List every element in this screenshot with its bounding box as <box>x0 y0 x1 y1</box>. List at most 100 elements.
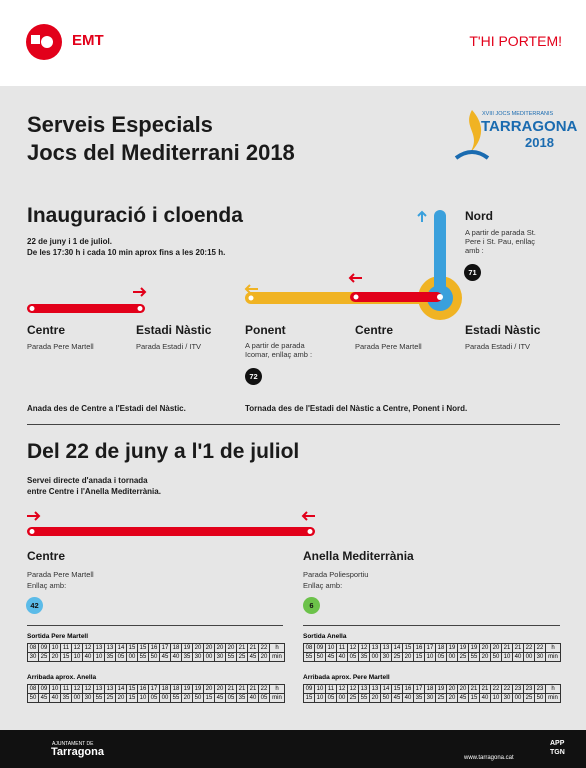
timetable-cell: 25 <box>435 694 446 702</box>
timetable-cell: 00 <box>203 653 214 661</box>
games-edition: XVIII JOCS MEDITERRANIS <box>482 111 554 117</box>
timetable-cell: 16 <box>402 685 413 693</box>
timetable-cell: 15 <box>203 694 214 702</box>
timetable-cell: 13 <box>380 644 391 652</box>
timetable-unit: h <box>545 644 561 652</box>
timetable-cell: 15 <box>402 644 413 652</box>
footer <box>0 730 586 768</box>
stop-detail: A partir de parada St. Pere i St. Pau, e… <box>465 228 536 255</box>
caption: Anada des de Centre a l'Estadi del Nàsti… <box>27 404 186 413</box>
timetable-cell: 22 <box>501 685 512 693</box>
timetable-cell: 12 <box>347 644 358 652</box>
timetable-cell: 55 <box>358 694 369 702</box>
timetable-cell: 13 <box>104 685 115 693</box>
timetable-cell: 40 <box>82 653 93 661</box>
timetable-unit: min <box>269 694 285 702</box>
timetable-cell: 13 <box>93 685 104 693</box>
timetable-cell: 20 <box>457 685 468 693</box>
timetable-cell: 23 <box>523 685 534 693</box>
stop-name: Nord <box>465 209 493 223</box>
stop-detail: Parada Pere Martell <box>355 342 422 351</box>
timetable-cell: 08 <box>303 644 314 652</box>
header <box>0 0 586 86</box>
description: entre Centre i l'Anella Mediterrània. <box>27 487 161 496</box>
timetable-cell: 40 <box>247 694 258 702</box>
timetable-cell: 13 <box>358 685 369 693</box>
timetable-cell: 22 <box>258 685 269 693</box>
caption: Tornada des de l'Estadi del Nàstic a Cen… <box>245 404 468 413</box>
timetable-cell: 12 <box>336 685 347 693</box>
timetable-cell: 55 <box>468 653 479 661</box>
timetable-cell: 19 <box>181 644 192 652</box>
timetable-cell: 14 <box>391 644 402 652</box>
timetable-cell: 55 <box>303 653 314 661</box>
timetable-cell: 15 <box>126 644 137 652</box>
stop-detail: A partir de parada Icomar, enllaç amb : <box>245 341 313 359</box>
timetable-cell: 12 <box>71 685 82 693</box>
timetable-cell: 30 <box>82 694 93 702</box>
timetable-cell: 13 <box>369 685 380 693</box>
stop-detail: Parada Pere Martell <box>27 570 94 579</box>
timetable-cell: 50 <box>380 694 391 702</box>
timetable-cell: 14 <box>115 644 126 652</box>
timetable-cell: 20 <box>203 685 214 693</box>
council-small: AJUNTAMENT DE <box>52 741 94 747</box>
app: TGN <box>550 749 565 756</box>
timetable-cell: 17 <box>424 644 435 652</box>
timetable-cell: 15 <box>126 694 137 702</box>
timetable: Sortida Anella 08 09 10 11 12 12 13 13 14 15 16 17 18… <box>303 633 561 662</box>
timetable-row: 30 25 20 15 10 40 10 35 05 00 55 50 45 40 35 30 00 30 55 25… <box>27 652 285 662</box>
timetable-cell: 12 <box>347 685 358 693</box>
timetable-cell: 17 <box>159 644 170 652</box>
line-badge: 6 <box>303 597 320 614</box>
timetable-cell: 30 <box>214 653 225 661</box>
timetable-cell: 21 <box>236 644 247 652</box>
separator <box>303 625 560 626</box>
timetable-cell: 12 <box>82 644 93 652</box>
timetable-cell: 15 <box>413 653 424 661</box>
timetable-cell: 20 <box>402 653 413 661</box>
timetable-cell: 20 <box>225 644 236 652</box>
timetable-cell: 05 <box>258 694 269 702</box>
timetable-cell: 20 <box>214 685 225 693</box>
timetable-cell: 45 <box>247 653 258 661</box>
link-label: Enllaç amb: <box>27 581 67 590</box>
timetable-cell: 50 <box>534 694 545 702</box>
timetable-cell: 19 <box>457 644 468 652</box>
timetable-row: 50 45 40 35 00 30 55 25 20 15 10 05 00 55 20 50 15 45 05 35… <box>27 693 285 703</box>
timetable-cell: 23 <box>534 685 545 693</box>
timetable-cell: 00 <box>71 694 82 702</box>
timetable-cell: 55 <box>93 694 104 702</box>
timetable-row: 09 10 11 12 12 13 13 14 15 16 17 18 19 20 20 21 21 22 22 23… <box>303 684 561 693</box>
timetable-cell: 12 <box>71 644 82 652</box>
timetable-cell: 18 <box>435 644 446 652</box>
timetable-cell: 22 <box>490 685 501 693</box>
timetable-cell: 10 <box>490 694 501 702</box>
timetable-cell: 20 <box>181 694 192 702</box>
games-year: 2018 <box>525 135 554 150</box>
stop-detail: Parada Estadi / ITV <box>136 342 202 351</box>
timetable-cell: 08 <box>27 685 38 693</box>
timetable: Arribada aprox. Anella 08 09 10 11 12 12 13 13 14… <box>27 674 285 703</box>
timetable-cell: 10 <box>93 653 104 661</box>
timetable: Arribada aprox. Pere Martell 09 10 11 12 12 13… <box>303 674 561 703</box>
timetable-cell: 21 <box>512 644 523 652</box>
timetable-title: Arribada aprox. Pere Martell <box>303 674 390 681</box>
timetable-cell: 40 <box>479 694 490 702</box>
timetable-cell: 18 <box>170 644 181 652</box>
timetable-cell: 20 <box>490 644 501 652</box>
timetable-cell: 15 <box>137 644 148 652</box>
timetable-cell: 35 <box>358 653 369 661</box>
timetable-cell: 10 <box>314 685 325 693</box>
timetable-cell: 15 <box>391 685 402 693</box>
timetable-cell: 45 <box>391 694 402 702</box>
stop-name: Centre <box>355 323 394 337</box>
timetable-cell: 30 <box>27 653 38 661</box>
timetable-row: 08 09 10 11 12 12 13 13 14 15 16 17 18 18 19 19 20 20 21 21… <box>27 684 285 693</box>
timetable-cell: 21 <box>247 644 258 652</box>
title: Serveis Especials <box>27 112 213 137</box>
timetable-cell: 20 <box>203 644 214 652</box>
timetable-cell: 15 <box>468 694 479 702</box>
timetable-cell: 11 <box>336 644 347 652</box>
